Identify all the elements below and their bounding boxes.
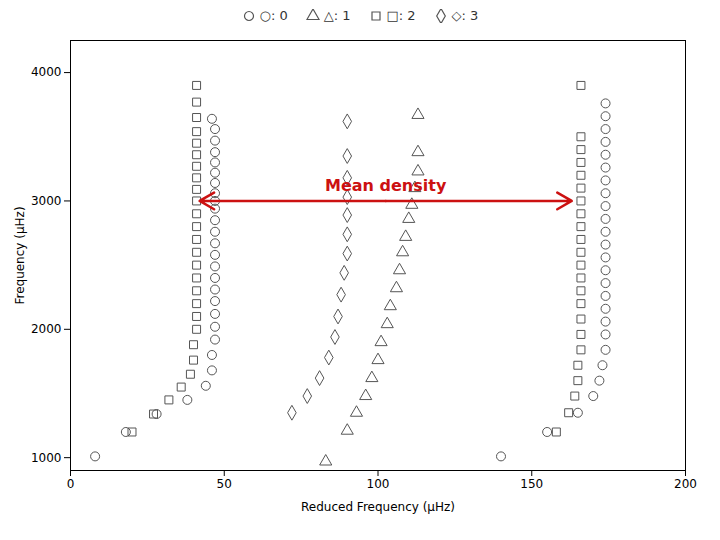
svg-text:Reduced Frequency (μHz): Reduced Frequency (μHz) [301,500,455,514]
svg-text:100: 100 [367,477,390,491]
svg-text:150: 150 [520,477,543,491]
svg-text:0: 0 [67,477,75,491]
svg-text:3000: 3000 [31,194,62,208]
html-text:◇: 3: ◇: 3 [451,8,479,23]
html-text:□: 2: □: 2 [386,8,416,23]
svg-text:200: 200 [674,477,697,491]
html-text:○: 0: ○: 0 [259,8,288,23]
svg-text:4000: 4000 [31,65,62,79]
html-text:△: 1: △: 1 [323,8,351,23]
svg-text:2000: 2000 [31,322,62,336]
svg-text:50: 50 [217,477,232,491]
svg-text:Mean density: Mean density [325,176,447,195]
svg-text:1000: 1000 [31,451,62,465]
svg-text:Frequency (μHz): Frequency (μHz) [13,206,27,304]
